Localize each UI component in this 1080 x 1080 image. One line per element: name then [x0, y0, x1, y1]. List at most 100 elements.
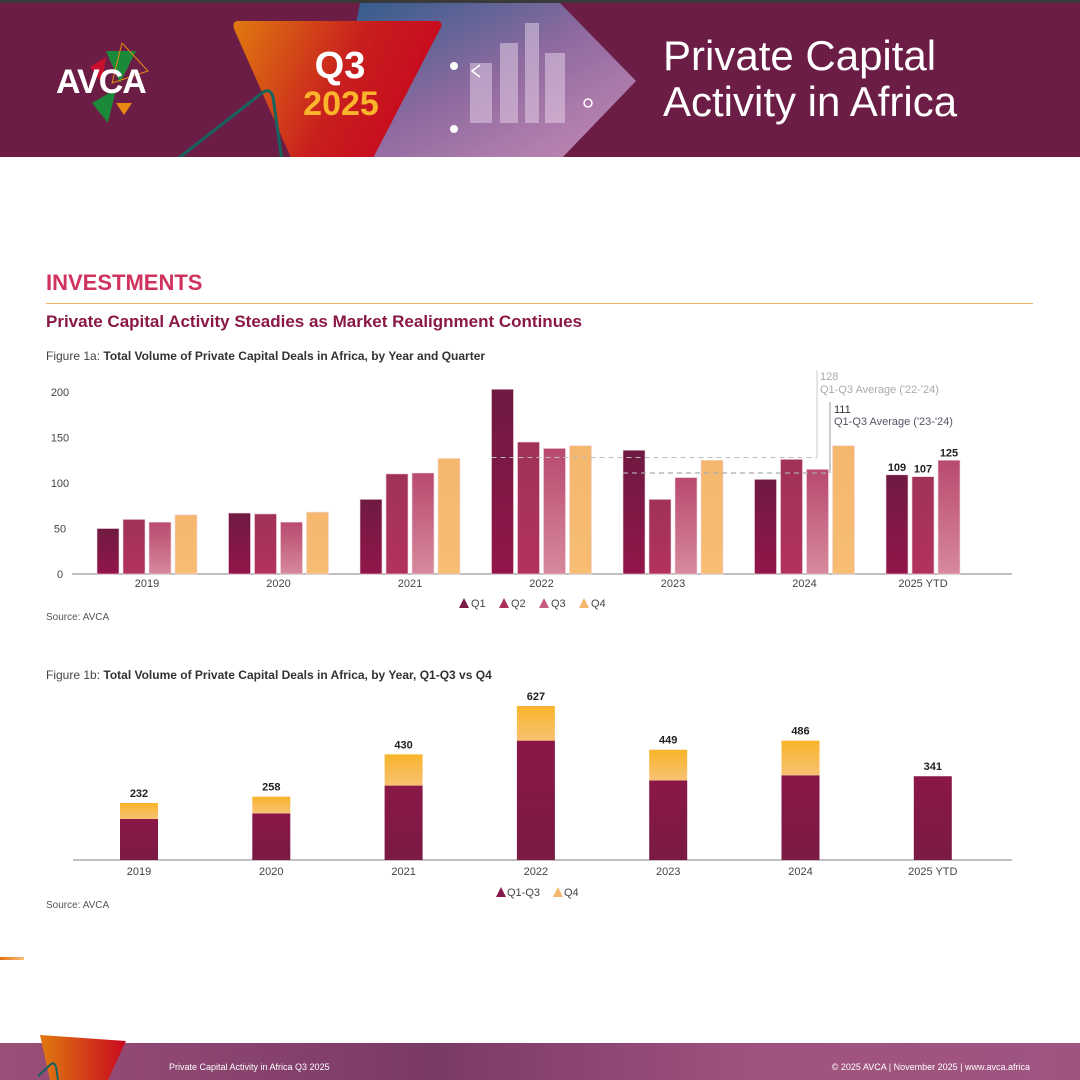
total-label: 430	[394, 739, 412, 751]
bar-q4-2022	[516, 706, 555, 741]
section-divider	[46, 303, 1033, 304]
quarter-badge-shape	[233, 21, 442, 157]
section-subtitle: Private Capital Activity Steadies as Mar…	[46, 312, 582, 331]
report-title: Private Capital Activity in Africa	[663, 33, 957, 125]
section-title: INVESTMENTS	[46, 270, 203, 295]
bar-q3-2024	[806, 469, 829, 575]
data-label: 107	[914, 464, 932, 476]
bar-q1-q3-2020	[252, 813, 291, 860]
bar-q4-2019	[120, 803, 158, 819]
legend-marker-q2	[499, 598, 509, 608]
bar-q2-2024	[780, 459, 803, 575]
x-tick-label: 2021	[391, 866, 415, 878]
figure-1a-source: Source: AVCA	[46, 612, 110, 623]
figure-1b-caption: Figure 1b: Total Volume of Private Capit…	[46, 668, 492, 682]
bar-q4-2023	[700, 459, 724, 575]
figure-1b-caption-title: Total Volume of Private Capital Deals in…	[103, 668, 492, 682]
x-tick-label: 2020	[259, 866, 283, 878]
bar-q1-q3-2021	[384, 785, 423, 860]
figure-1b-caption-prefix: Figure 1b:	[46, 668, 104, 682]
bar-q4-2020	[252, 796, 291, 814]
total-label: 258	[262, 782, 280, 794]
x-tick-label: 2022	[524, 866, 548, 878]
footer-copyright: © 2025 AVCA | November 2025 | www.avca.a…	[831, 1062, 1030, 1072]
legend-marker-q4	[579, 598, 589, 608]
legend-label: Q4	[564, 887, 579, 899]
reference-value-23-24: 111	[834, 404, 851, 416]
x-tick-label: 2022	[529, 578, 553, 590]
bar-q3-2023	[674, 477, 698, 575]
badge-year: 2025	[303, 85, 379, 123]
figure-1a-chart: 0 50 100 150 200 2019 2020 2021 2022 2023 2024 2025…	[51, 370, 1012, 610]
reference-label-22-24: Q1-Q3 Average ('22-'24)	[820, 384, 939, 396]
bar-q2-2025-ytd	[911, 476, 935, 575]
y-tick-label: 50	[54, 524, 66, 536]
bar-q1-2024	[754, 479, 777, 575]
bar-q1-2019	[96, 528, 120, 575]
data-label: 109	[888, 462, 906, 474]
figure-1a-caption-prefix: Figure 1a:	[46, 349, 104, 363]
orange-swoosh-decoration	[0, 957, 24, 960]
total-label: 232	[130, 788, 148, 800]
bar-q4-2023	[649, 749, 688, 781]
bar-q2-2023	[648, 499, 672, 575]
bar-q2-2019	[122, 519, 146, 575]
bar-q1-2021	[359, 499, 383, 575]
figure-1b-chart: 232 2019 258 2020 430 2021 627 2022 449 2023 486 20…	[73, 691, 1012, 899]
reference-label-23-24: Q1-Q3 Average ('23-'24)	[834, 416, 953, 428]
bar-q4-2022	[569, 445, 592, 575]
badge-quarter: Q3	[314, 45, 366, 87]
bar-q1-q3-2019	[120, 818, 158, 860]
legend-marker-q1-q3	[496, 887, 506, 897]
bar-q2-2022	[517, 441, 540, 575]
bar-q1-q3-2025-ytd	[913, 776, 952, 860]
x-tick-label: 2025 YTD	[898, 578, 947, 590]
legend-label: Q1-Q3	[507, 887, 540, 899]
footer-badge-shape	[38, 1035, 126, 1080]
report-title-line1: Private Capital	[663, 32, 937, 79]
x-tick-label: 2020	[266, 578, 290, 590]
x-tick-label: 2019	[135, 578, 159, 590]
x-tick-label: 2019	[127, 866, 151, 878]
y-tick-label: 150	[51, 433, 69, 445]
header-banner: AVCA Q3 2025 Private Capital Activity in…	[0, 0, 1080, 157]
reference-value-22-24: 128	[820, 371, 838, 383]
total-label: 341	[924, 761, 942, 773]
y-tick-label: 100	[51, 478, 69, 490]
bar-q3-2019	[148, 521, 172, 575]
legend-label: Q3	[551, 598, 566, 610]
x-tick-label: 2023	[661, 578, 685, 590]
avca-logo-text: AVCA	[56, 63, 147, 101]
legend-label: Q2	[511, 598, 526, 610]
bar-q3-2025-ytd	[937, 459, 961, 575]
bar-q3-2021	[411, 472, 435, 575]
x-tick-label: 2024	[792, 578, 816, 590]
bar-q1-2023	[622, 449, 646, 575]
legend-marker-q3	[539, 598, 549, 608]
bar-q1-q3-2022	[516, 740, 555, 860]
footer-bar	[0, 1043, 1080, 1080]
x-tick-label: 2023	[656, 866, 680, 878]
bar-q4-2021	[437, 458, 461, 575]
bar-q3-2022	[543, 448, 566, 575]
figure-1a-caption-title: Total Volume of Private Capital Deals in…	[103, 349, 486, 363]
bar-q4-2024	[832, 445, 855, 575]
bar-q1-2020	[228, 512, 251, 575]
figure-1a-caption: Figure 1a: Total Volume of Private Capit…	[46, 349, 485, 363]
legend-marker-q1	[459, 598, 469, 608]
total-label: 627	[527, 691, 545, 703]
teal-line-decoration	[177, 89, 283, 157]
figure-1b-source: Source: AVCA	[46, 900, 110, 911]
legend-label: Q4	[591, 598, 606, 610]
x-tick-label: 2025 YTD	[908, 866, 957, 878]
bar-q1-q3-2024	[781, 775, 820, 860]
x-tick-label: 2024	[788, 866, 812, 878]
bar-q1-2022	[491, 388, 514, 575]
avca-logo-icon	[90, 43, 149, 123]
bar-q2-2020	[254, 513, 277, 575]
bar-q2-2021	[385, 473, 409, 575]
bar-q4-2024	[781, 740, 820, 776]
y-tick-label: 200	[51, 387, 69, 399]
y-tick-label: 0	[57, 569, 63, 581]
bar-q1-q3-2023	[649, 780, 688, 860]
